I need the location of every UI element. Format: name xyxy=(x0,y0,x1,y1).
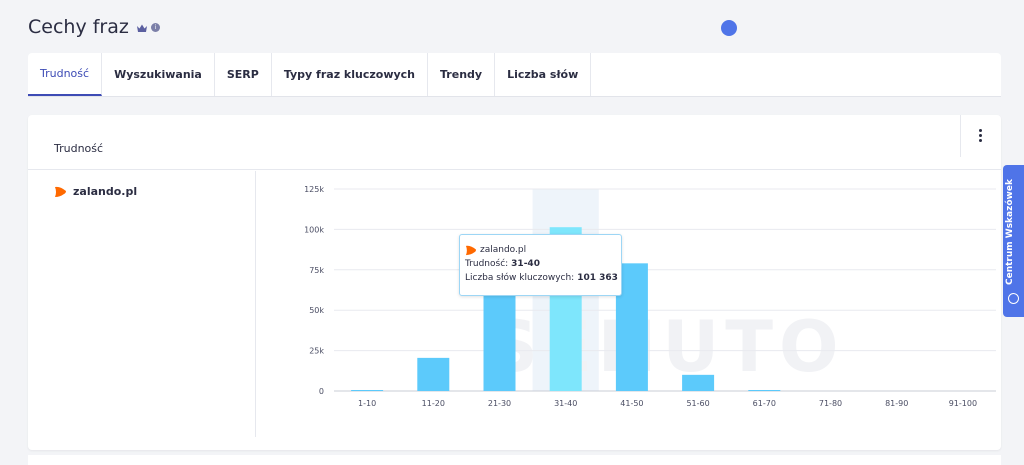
tips-center-tab[interactable]: Centrum Wskazówek xyxy=(1003,165,1024,317)
page-title-text: Cechy fraz xyxy=(28,16,129,38)
difficulty-bar-chart: SENUTO 0 25k 50k 75k 100k 125k 1-10 11-20 21-30 31… xyxy=(304,185,996,408)
bar-61-70 xyxy=(748,390,781,391)
crown-icon xyxy=(136,24,147,32)
y-tick-label: 125k xyxy=(304,185,324,194)
bar-11-20 xyxy=(417,357,450,391)
kebab-menu-icon[interactable] xyxy=(975,129,985,145)
y-tick-label: 100k xyxy=(304,225,324,234)
tooltip-keywords-label: Liczba słów kluczowych: xyxy=(465,273,575,283)
status-dot xyxy=(721,20,737,36)
bar-51-60 xyxy=(682,374,715,391)
x-tick-label: 31-40 xyxy=(554,399,577,408)
x-tick-label: 81-90 xyxy=(885,399,908,408)
info-icon[interactable]: i xyxy=(150,22,160,32)
x-tick-label: 51-60 xyxy=(686,399,709,408)
card-header: Trudność xyxy=(28,115,1001,170)
x-tick-label: 91-100 xyxy=(949,399,977,408)
tooltip-keywords-row: Liczba słów kluczowych: 101 363 xyxy=(465,271,618,285)
tab-trudnosc[interactable]: Trudność xyxy=(28,53,103,96)
tooltip-domain-row: zalando.pl xyxy=(465,243,616,257)
y-tick-label: 25k xyxy=(309,347,324,356)
tab-trendy[interactable]: Trendy xyxy=(428,53,496,96)
tab-bar: Trudność Wyszukiwania SERP Typy fraz klu… xyxy=(28,53,1001,97)
tab-serp[interactable]: SERP xyxy=(215,53,272,96)
x-tick-label: 61-70 xyxy=(753,399,776,408)
tab-typy-fraz[interactable]: Typy fraz kluczowych xyxy=(272,53,429,96)
tooltip-difficulty-row: Trudność: 31-40 xyxy=(465,257,616,271)
y-tick-label: 50k xyxy=(309,306,324,315)
tips-center-label: Centrum Wskazówek xyxy=(1005,179,1015,285)
x-tick-label: 1-10 xyxy=(358,399,376,408)
tab-wyszukiwania[interactable]: Wyszukiwania xyxy=(102,53,215,96)
tooltip-difficulty-label: Trudność: xyxy=(465,259,509,269)
bar-1-10 xyxy=(351,390,384,391)
x-tick-label: 41-50 xyxy=(620,399,643,408)
tab-liczba-slow[interactable]: Liczba słów xyxy=(495,53,592,96)
tooltip-keywords-value: 101 363 xyxy=(577,273,618,283)
y-tick-label: 0 xyxy=(319,387,324,396)
domain-label: zalando.pl xyxy=(73,185,138,198)
tooltip-difficulty-value: 31-40 xyxy=(511,259,540,269)
x-tick-label: 11-20 xyxy=(422,399,445,408)
zalando-logo-icon xyxy=(465,245,477,255)
page-title: Cechy fraz i xyxy=(28,16,160,38)
watermark: SENUTO xyxy=(488,306,845,388)
x-tick-label: 71-80 xyxy=(819,399,842,408)
card-title: Trudność xyxy=(54,142,104,155)
menu-divider xyxy=(960,115,961,157)
info-circle-icon xyxy=(1008,293,1019,304)
x-tick-label: 21-30 xyxy=(488,399,511,408)
chart-tooltip: zalando.pl Trudność: 31-40 Liczba słów k… xyxy=(459,234,622,296)
legend-panel: zalando.pl xyxy=(28,171,256,437)
y-tick-label: 75k xyxy=(309,266,324,275)
zalando-logo-icon xyxy=(55,186,66,197)
tooltip-domain: zalando.pl xyxy=(480,245,527,255)
chart-area: SENUTO 0 25k 50k 75k 100k 125k 1-10 11-20 21-30 31… xyxy=(256,171,1001,450)
next-card-edge xyxy=(28,455,1001,465)
domain-legend-item[interactable]: zalando.pl xyxy=(54,185,137,198)
